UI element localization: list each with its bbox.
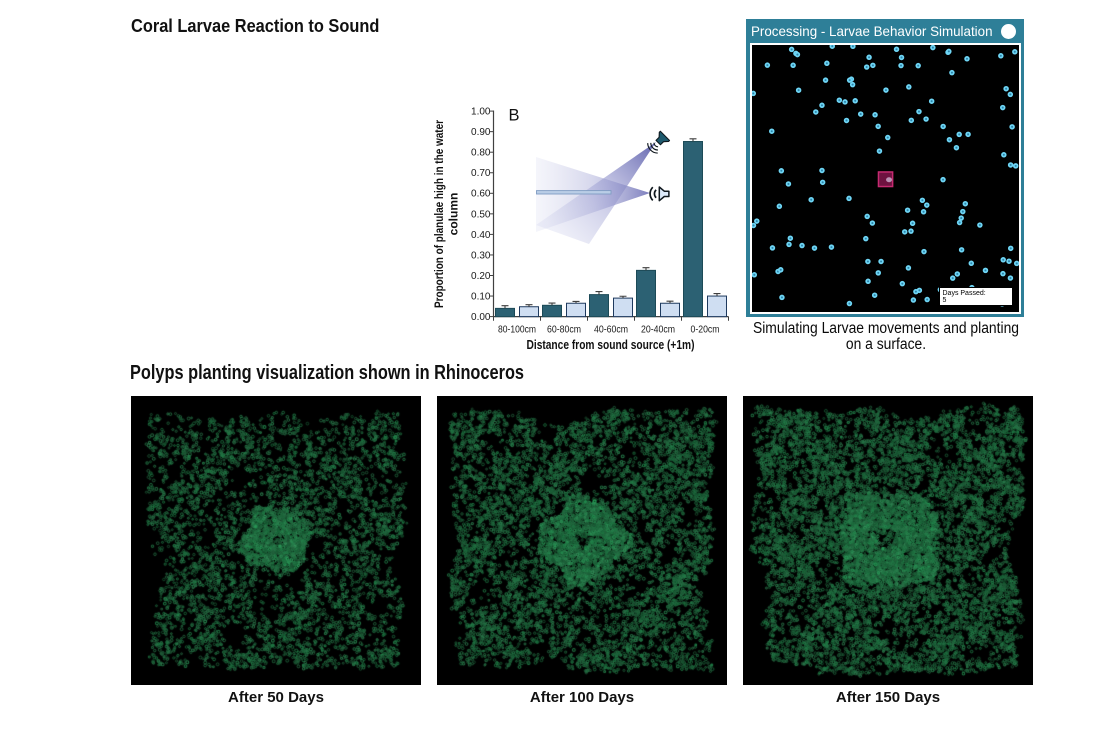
svg-text:B: B — [509, 107, 520, 125]
svg-text:0.80: 0.80 — [471, 148, 491, 159]
svg-text:80-100cm: 80-100cm — [498, 325, 536, 336]
svg-text:0.70: 0.70 — [471, 168, 491, 179]
svg-text:1.00: 1.00 — [471, 107, 491, 118]
svg-text:0.20: 0.20 — [471, 271, 491, 282]
svg-text:0.50: 0.50 — [471, 209, 491, 220]
svg-text:0.40: 0.40 — [471, 230, 491, 241]
svg-text:0.90: 0.90 — [471, 127, 491, 138]
svg-text:0.60: 0.60 — [471, 189, 491, 200]
svg-text:Proportion of planulae high in: Proportion of planulae high in the water — [432, 120, 446, 308]
svg-text:0.10: 0.10 — [471, 291, 491, 302]
svg-text:0.30: 0.30 — [471, 250, 491, 261]
svg-text:0-20cm: 0-20cm — [691, 325, 720, 336]
svg-text:60-80cm: 60-80cm — [547, 325, 581, 336]
svg-text:column: column — [447, 193, 461, 236]
svg-text:20-40cm: 20-40cm — [641, 325, 675, 336]
svg-text:40-60cm: 40-60cm — [594, 325, 628, 336]
svg-text:Distance from sound source (+1: Distance from sound source (+1m) — [527, 338, 695, 352]
svg-text:0.00: 0.00 — [471, 312, 491, 323]
